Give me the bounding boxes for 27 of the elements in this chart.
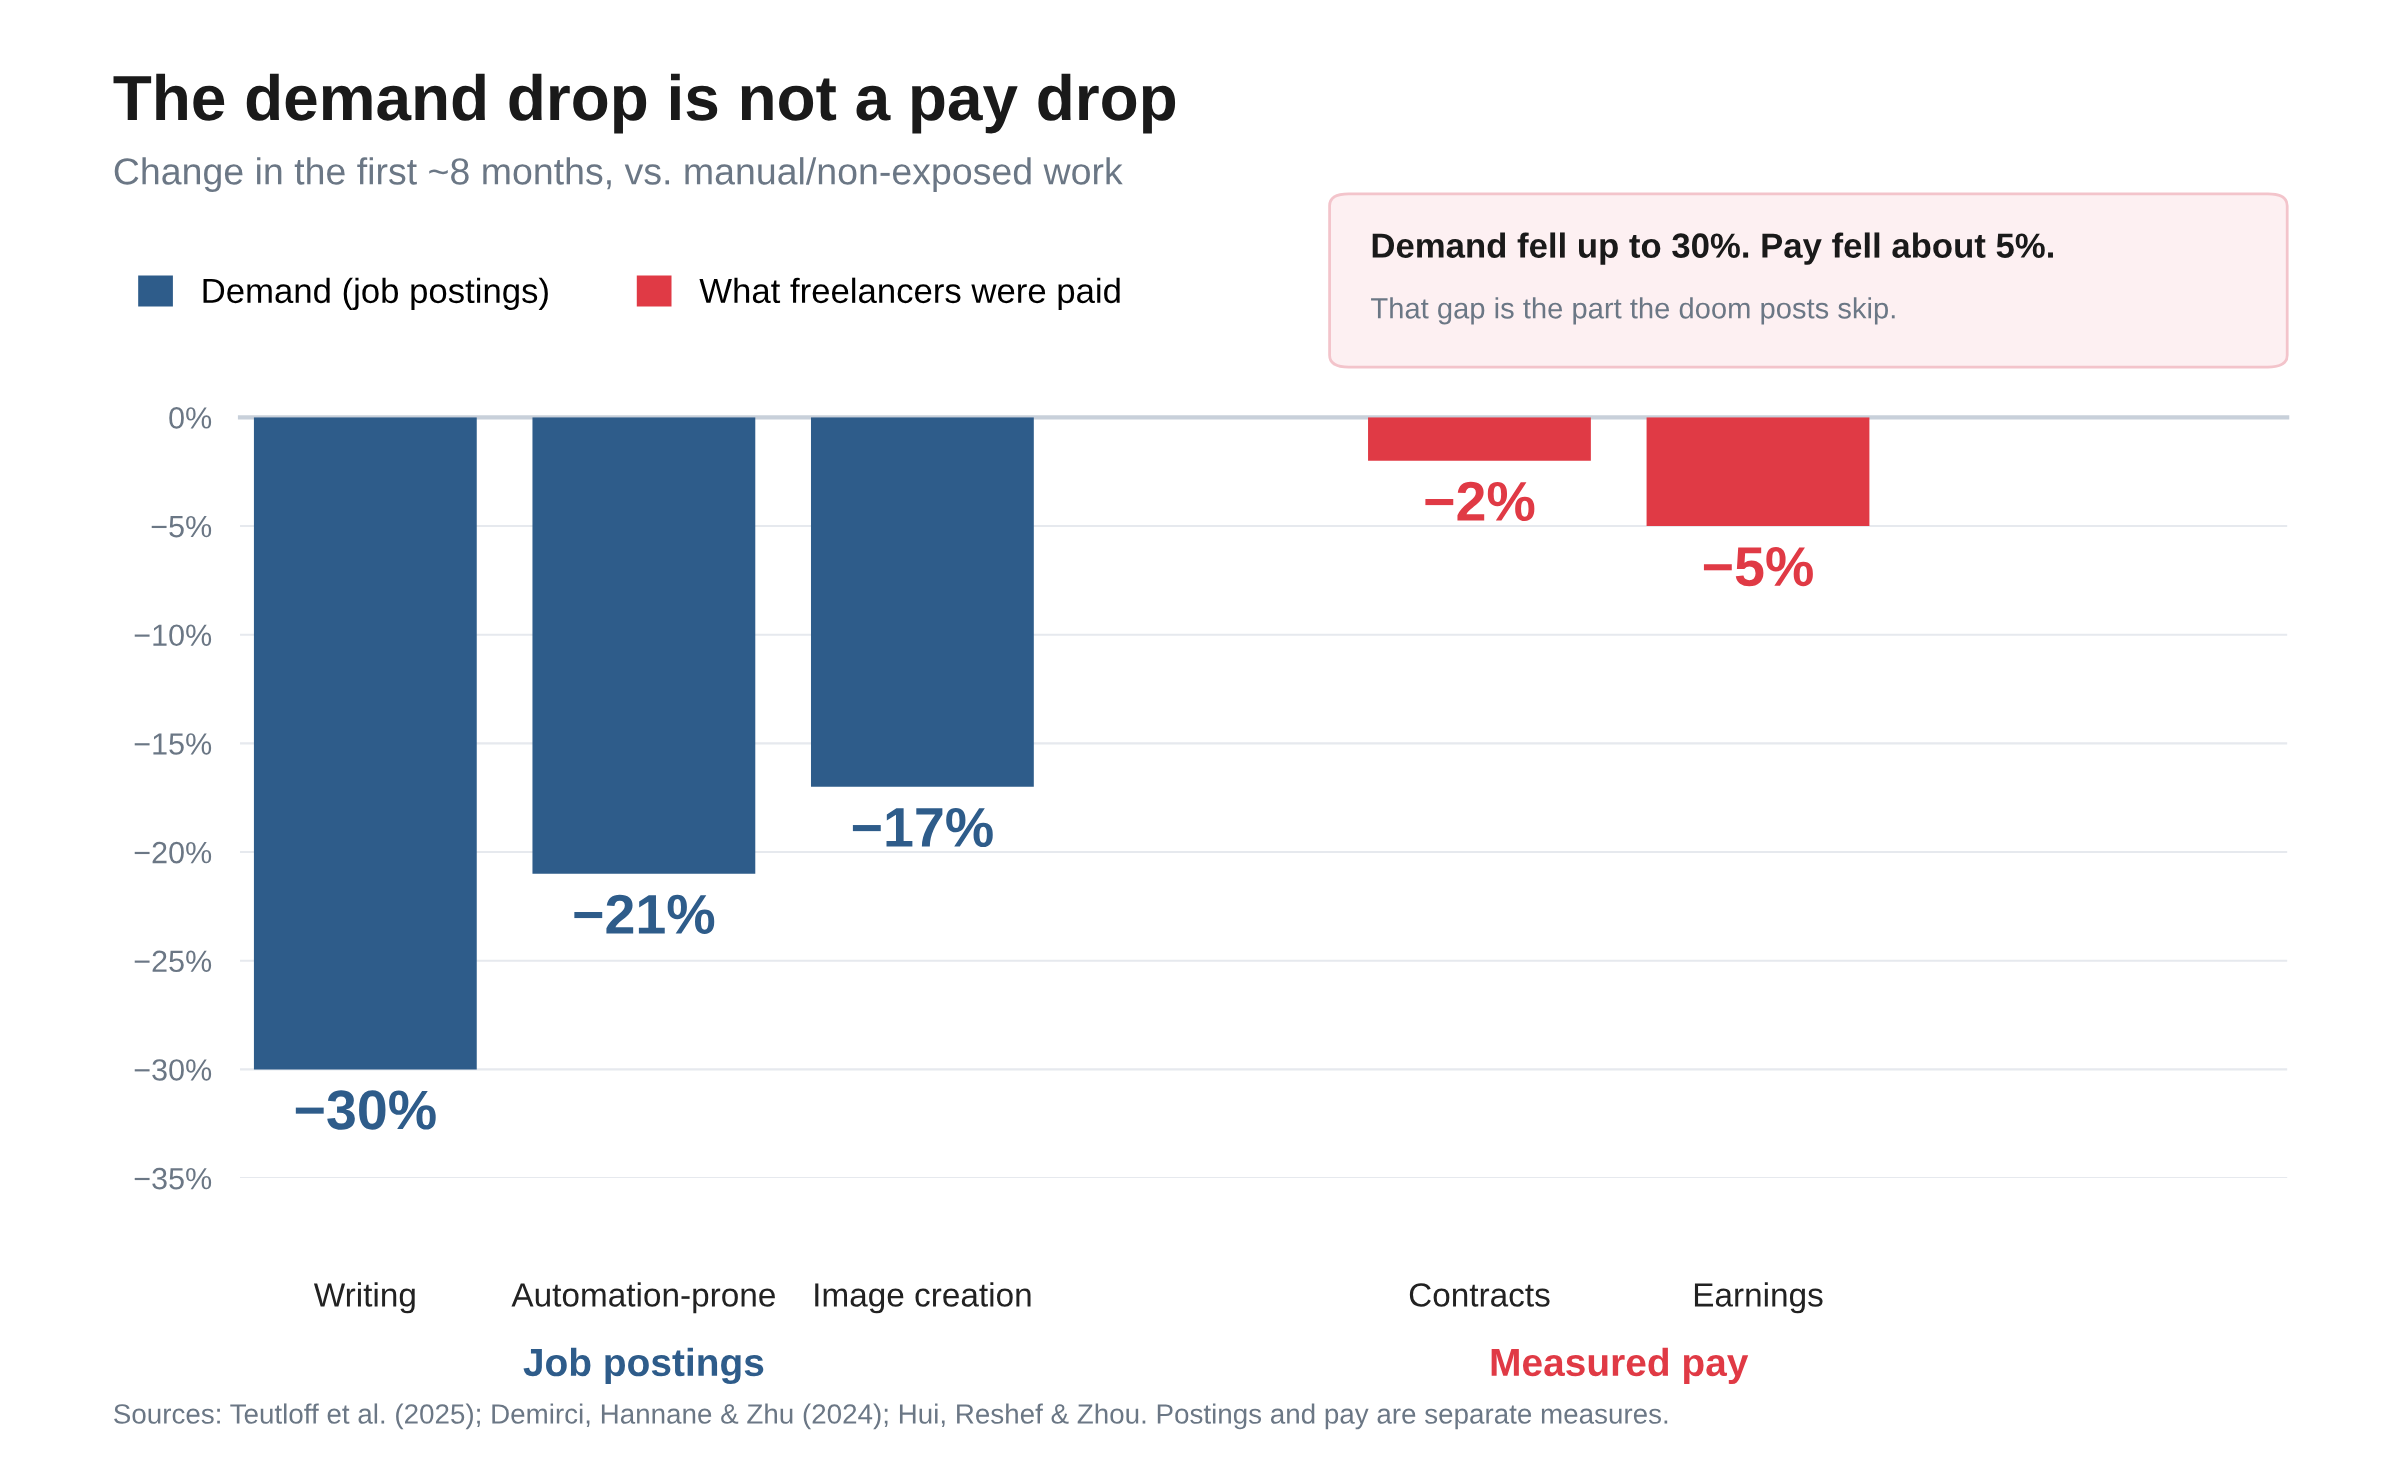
text: Measured pay <box>1491 1347 1749 1384</box>
y-tick-label: −10% <box>134 624 212 647</box>
text: Demand fell up to 30%. Pay fell about 5%. <box>1372 232 2053 265</box>
data-label: −30% <box>295 1090 436 1130</box>
y-tick-label: 0% <box>169 407 212 429</box>
data-label: −5% <box>1703 547 1813 587</box>
x-tick-label: Image creation <box>815 1282 1031 1314</box>
data-label: −17% <box>852 807 993 847</box>
legend-label: What freelancers were paid <box>699 277 1120 311</box>
data-label: −2% <box>1425 481 1535 521</box>
y-tick-label: −25% <box>134 950 212 973</box>
text: Job postings <box>523 1347 764 1385</box>
y-tick-label: −5% <box>151 515 212 538</box>
text: That gap is the part the doom posts skip. <box>1371 297 1895 325</box>
data-label: −21% <box>574 894 715 934</box>
legend-label: Demand (job postings) <box>203 277 548 311</box>
y-tick-label: −35% <box>134 1167 212 1190</box>
source-note: Sources: Teutloff et al. (2025); Demirci, Hannane & Zhu (2024); Hui, Reshef & Zhou. Postings and pay are separate measures. <box>114 1403 1668 1430</box>
x-tick-label: Automation-prone <box>511 1282 775 1314</box>
chart-subtitle: Change in the first ~8 months, vs. manual/non-exposed work <box>114 157 1123 193</box>
chart-title: The demand drop is not a pay drop <box>113 73 1176 134</box>
x-tick-label: Contracts <box>1409 1283 1550 1307</box>
x-tick-label: Writing <box>313 1282 415 1314</box>
y-tick-label: −15% <box>134 733 212 755</box>
x-tick-label: Earnings <box>1694 1282 1823 1314</box>
y-tick-label: −20% <box>134 841 212 864</box>
y-tick-label: −30% <box>134 1059 212 1081</box>
